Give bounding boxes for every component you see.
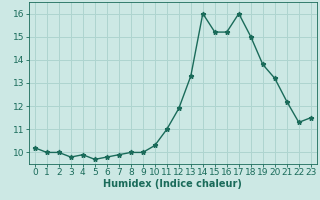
X-axis label: Humidex (Indice chaleur): Humidex (Indice chaleur) xyxy=(103,179,242,189)
